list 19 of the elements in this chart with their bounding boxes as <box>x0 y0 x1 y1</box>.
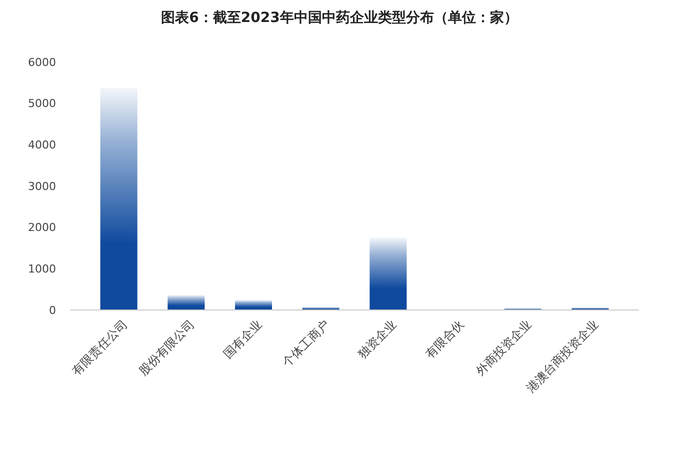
bar <box>234 300 272 310</box>
x-tick-label: 股份有限公司 <box>136 317 198 378</box>
y-tick-label: 2000 <box>28 221 56 234</box>
y-tick-label: 5000 <box>28 97 56 110</box>
x-tick-label: 有限责任公司 <box>69 317 130 378</box>
y-tick-label: 0 <box>49 304 56 317</box>
chart-title: 图表6：截至2023年中国中药企业类型分布（单位：家） <box>161 9 518 26</box>
bar <box>100 88 138 310</box>
x-tick-label: 外商投资企业 <box>473 317 534 378</box>
y-tick-label: 3000 <box>28 180 56 193</box>
y-tick-label: 4000 <box>28 138 56 152</box>
bar <box>370 238 407 310</box>
x-tick-label: 个体工商户 <box>280 317 332 370</box>
y-tick-label: 6000 <box>28 56 56 69</box>
x-tick-label: 有限合伙 <box>422 317 467 362</box>
bar <box>168 295 205 310</box>
x-tick-label: 国有企业 <box>220 317 265 362</box>
y-tick-label: 1000 <box>28 262 56 276</box>
x-tick-label: 独资企业 <box>355 317 400 362</box>
